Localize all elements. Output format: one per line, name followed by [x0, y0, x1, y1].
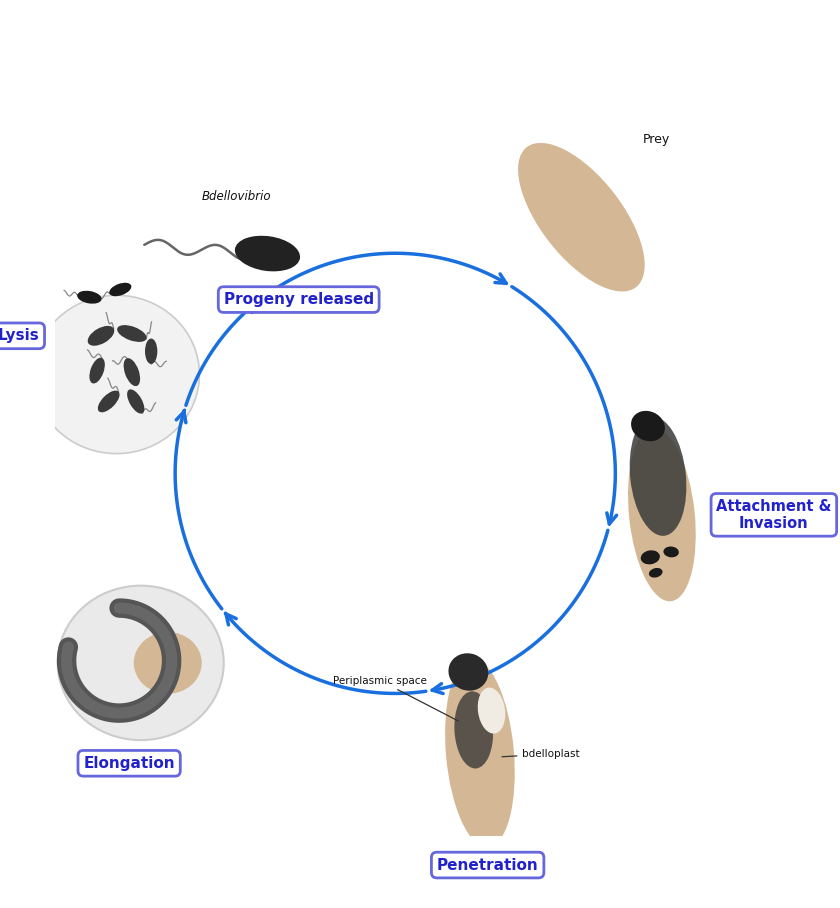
Ellipse shape	[89, 358, 105, 383]
Ellipse shape	[630, 417, 686, 536]
Ellipse shape	[478, 687, 506, 734]
Ellipse shape	[77, 291, 102, 303]
Text: Periplasmic space: Periplasmic space	[333, 676, 458, 721]
Text: Prey: Prey	[643, 133, 670, 146]
Ellipse shape	[58, 586, 223, 740]
Ellipse shape	[117, 325, 146, 342]
Text: bdelloplast: bdelloplast	[502, 749, 580, 759]
Ellipse shape	[145, 339, 157, 364]
Text: Penetration: Penetration	[437, 857, 538, 873]
Ellipse shape	[109, 282, 131, 296]
Ellipse shape	[123, 358, 140, 386]
Text: Lysis: Lysis	[0, 329, 39, 343]
Ellipse shape	[631, 410, 665, 441]
Ellipse shape	[34, 295, 199, 454]
Ellipse shape	[518, 143, 644, 291]
Text: Elongation: Elongation	[83, 755, 175, 771]
Text: Progeny released: Progeny released	[223, 292, 374, 307]
Ellipse shape	[445, 659, 515, 847]
Ellipse shape	[641, 550, 660, 565]
Ellipse shape	[134, 632, 202, 694]
Ellipse shape	[449, 653, 488, 691]
Ellipse shape	[87, 326, 114, 346]
Text: Bdellovibrio: Bdellovibrio	[202, 191, 271, 203]
Ellipse shape	[127, 390, 144, 413]
Ellipse shape	[97, 390, 119, 412]
Ellipse shape	[454, 691, 493, 768]
Ellipse shape	[628, 429, 696, 601]
Ellipse shape	[664, 547, 679, 558]
Ellipse shape	[648, 568, 663, 577]
Ellipse shape	[235, 236, 300, 271]
Text: Attachment &
Invasion: Attachment & Invasion	[717, 498, 832, 531]
